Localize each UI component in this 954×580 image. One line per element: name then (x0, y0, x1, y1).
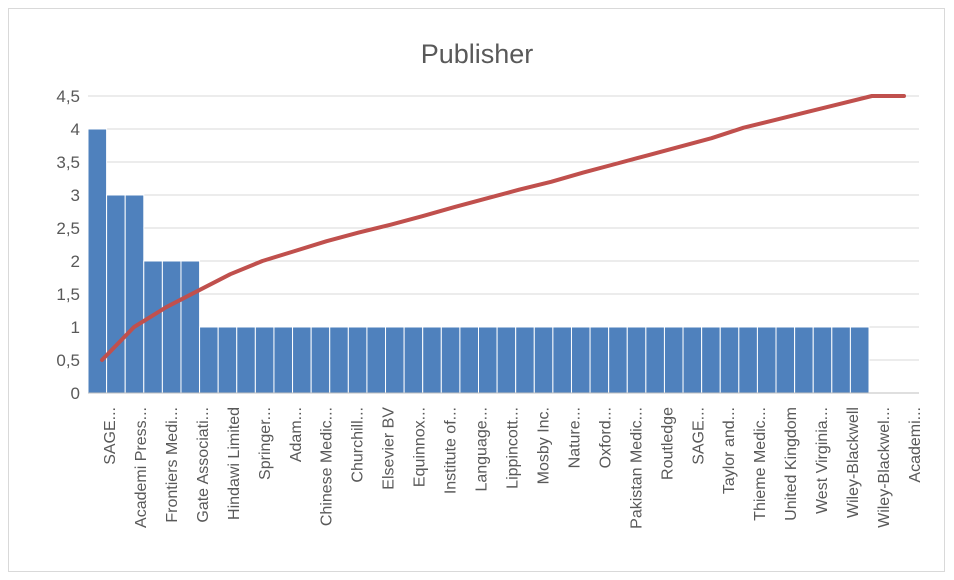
bar (552, 326, 572, 394)
bar (794, 326, 814, 394)
bar (459, 326, 479, 394)
bar (738, 326, 758, 394)
bar (329, 326, 349, 394)
bar (292, 326, 312, 394)
x-tick-label: Lippincott... (505, 407, 522, 489)
x-tick-label: Chinese Medic... (319, 407, 336, 526)
y-tick-label: 1 (71, 318, 80, 337)
chart-title: Publisher (421, 39, 534, 69)
x-tick-label: Institute of... (443, 407, 460, 494)
bar (403, 326, 424, 394)
cumulative-line-series (100, 94, 906, 362)
y-tick-label: 4 (71, 120, 80, 139)
x-tick-label: United Kingdom (783, 407, 800, 521)
x-tick-label: Academi... (907, 407, 924, 483)
bar (645, 326, 665, 394)
bar (273, 326, 294, 394)
bar (180, 260, 201, 394)
x-tick-label: Taylor and... (721, 407, 738, 494)
x-tick-label: Mosby Inc. (535, 407, 552, 484)
bar (701, 326, 721, 394)
x-tick-label: Adam... (288, 407, 305, 462)
bar (310, 326, 331, 394)
bar (663, 326, 684, 394)
x-axis: SAGE... Academi Press... Frontiers Medi...… (88, 392, 924, 529)
x-tick-label: Wiley-Blackwell (845, 407, 862, 518)
bar (515, 326, 535, 394)
x-tick-label: Academi Press... (133, 407, 150, 528)
y-tick-label: 3 (71, 186, 80, 205)
bar (682, 326, 703, 394)
bar (626, 326, 647, 394)
bar (385, 326, 405, 394)
x-tick-label: Oxford... (597, 407, 614, 468)
pareto-chart: Publisher 0 0,5 1 1,5 2 2,5 3 3,5 4 4,5 SAGE... Ac… (56, 39, 924, 529)
bar (87, 128, 108, 394)
y-axis: 0 0,5 1 1,5 2 2,5 3 3,5 4 4,5 (56, 87, 80, 403)
bar (849, 326, 870, 394)
bar (366, 326, 387, 394)
y-tick-label: 1,5 (56, 285, 80, 304)
x-tick-label: Equinnox... (412, 407, 429, 487)
bar (254, 326, 275, 394)
x-tick-label: Elsevier BV (381, 407, 398, 490)
bar (440, 326, 461, 394)
x-tick-label: Wiley-Blackwel... (876, 407, 893, 528)
bar (719, 326, 740, 394)
bar (106, 194, 126, 394)
cumulative-line (100, 94, 906, 362)
x-tick-label: Springer... (257, 407, 274, 480)
y-tick-label: 0 (71, 384, 80, 403)
bar (124, 194, 145, 394)
bar (756, 326, 777, 394)
bar (496, 326, 517, 394)
bar (217, 326, 238, 394)
x-tick-label: Language... (474, 407, 491, 492)
y-tick-label: 0,5 (56, 351, 80, 370)
bar (236, 326, 256, 394)
bar (775, 326, 796, 394)
x-tick-label: Frontiers Medi... (164, 407, 181, 523)
chart-area: Publisher 0 0,5 1 1,5 2 2,5 3 3,5 4 4,5 SAGE... Ac… (8, 8, 945, 572)
x-tick-label: Routledge (659, 407, 676, 480)
bar (831, 326, 851, 394)
bar (478, 326, 498, 394)
bar (570, 326, 591, 394)
bar-series (87, 128, 870, 394)
bar (533, 326, 554, 394)
y-tick-label: 4,5 (56, 87, 80, 106)
bar (812, 326, 833, 394)
x-tick-label: Hindawi Limited (226, 407, 243, 520)
y-tick-label: 3,5 (56, 153, 80, 172)
x-tick-label: Pakistan Medic... (628, 407, 645, 529)
x-tick-label: Gate Associati... (195, 407, 212, 523)
bar (589, 326, 610, 394)
y-tick-label: 2 (71, 252, 80, 271)
x-tick-label: SAGE... (690, 407, 707, 465)
x-tick-label: West Virginia... (814, 407, 831, 514)
bar (199, 326, 219, 394)
x-tick-label: Nature... (566, 407, 583, 468)
bar (608, 326, 628, 394)
bar (422, 326, 442, 394)
bar (143, 260, 163, 394)
bar (347, 326, 368, 394)
x-tick-label: SAGE... (102, 407, 119, 465)
y-tick-label: 2,5 (56, 219, 80, 238)
bar (161, 260, 182, 394)
x-tick-label: Churchill... (350, 407, 367, 483)
x-tick-label: Thieme Medic... (752, 407, 769, 521)
